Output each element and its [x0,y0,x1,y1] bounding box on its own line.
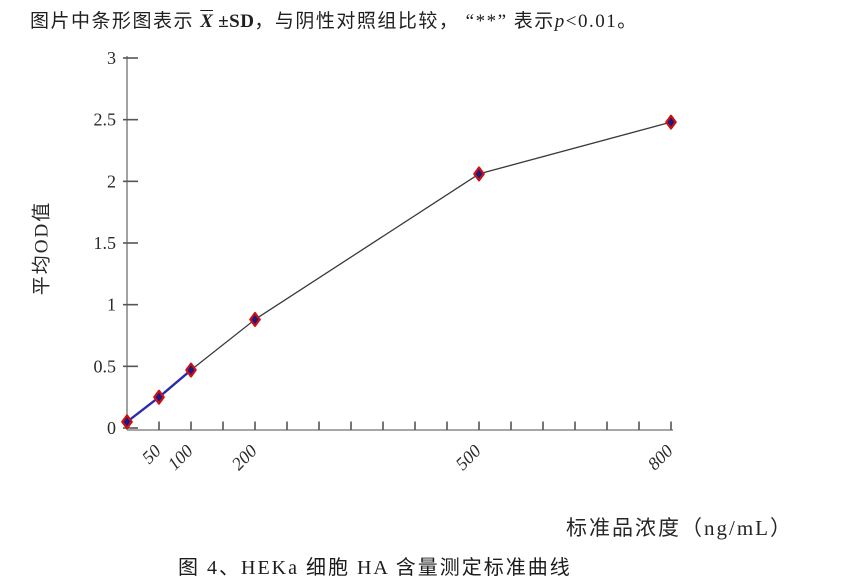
y-tick-label: 1.5 [94,233,117,253]
stat-note-prefix: 图片中条形图表示 [30,11,201,32]
x-tick-label: 800 [644,441,677,474]
stat-note: 图片中条形图表示 X ±SD，与阴性对照组比较， “**” 表示p<0.01。 [30,6,638,33]
x-tick-label: 50 [138,441,165,468]
x-tick-label: 100 [164,441,197,474]
figure-caption: 图 4、HEKa 细胞 HA 含量测定标准曲线 [178,557,572,579]
line-segment [478,121,672,175]
x-tick-label: 500 [452,441,485,474]
y-axis-title: 平均OD值 [31,200,53,296]
line-segment [254,173,480,321]
data-point-marker [249,311,261,327]
y-tick-label: 3 [107,48,116,68]
p-symbol: p [554,11,566,32]
y-tick-label: 0.5 [94,356,117,376]
line-segment [126,396,160,423]
data-point-marker [153,389,165,405]
xbar-symbol: X [200,11,213,32]
stat-note-middle: ，与阴性对照组比较， “**” 表示 [254,11,555,32]
y-tick-label: 0 [107,418,116,438]
y-tick-label: 2.5 [94,110,117,130]
line-segment [158,369,192,399]
data-point-marker [121,414,133,430]
plus-minus-sd: ±SD [212,11,255,32]
y-tick-label: 2 [107,171,116,191]
data-point-marker [185,362,197,378]
x-tick-label: 200 [228,441,261,474]
data-point-marker [665,114,677,130]
p-threshold: <0.01。 [565,11,638,32]
data-point-marker [473,166,485,182]
x-axis-title: 标准品浓度（ng/mL） [566,516,793,540]
line-segment [190,318,256,371]
y-tick-label: 1 [107,295,116,315]
